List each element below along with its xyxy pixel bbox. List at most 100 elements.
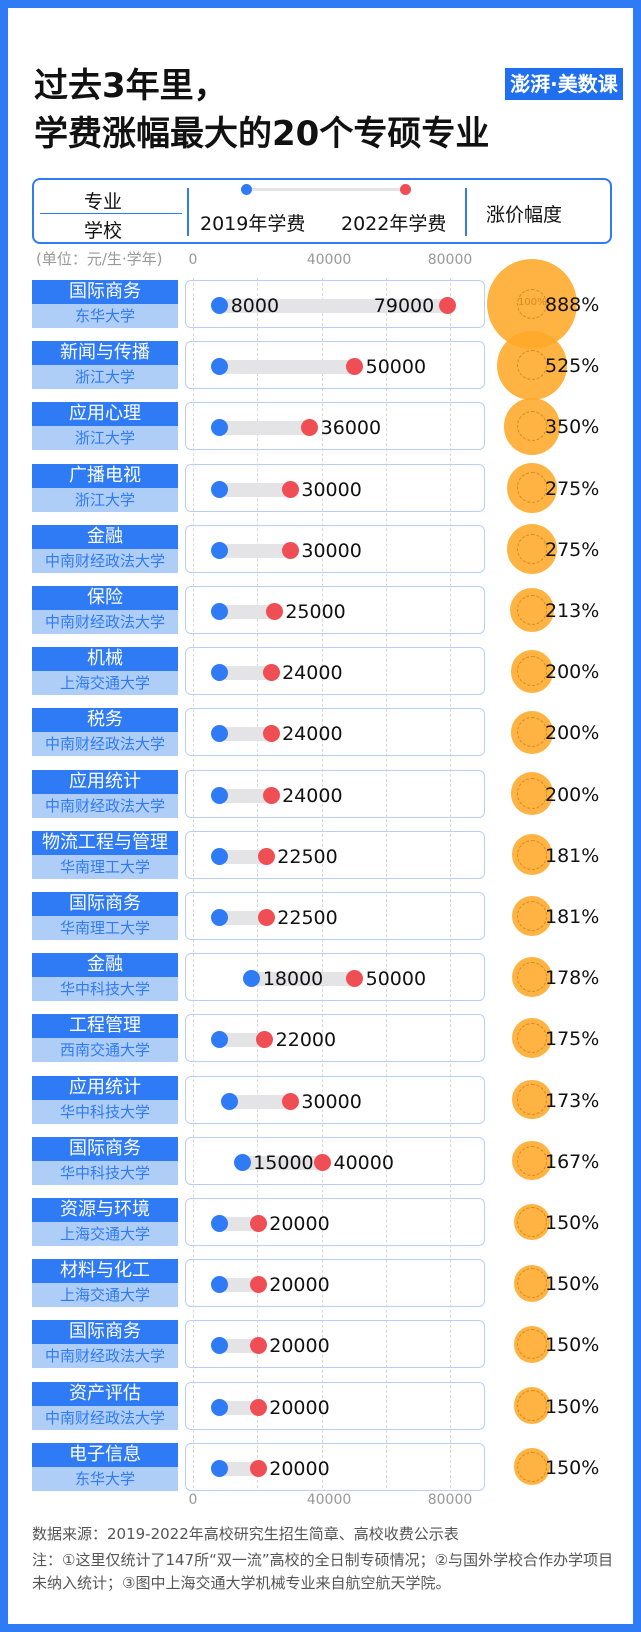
chart-row: 国际商务 华中科技大学 15000 40000 167% bbox=[8, 1136, 633, 1187]
dumbbell-plot: 25000 bbox=[185, 586, 485, 634]
legend-dot-2022 bbox=[400, 184, 411, 195]
fee-2019-dot bbox=[211, 1398, 229, 1416]
fee-2022-dot bbox=[257, 909, 275, 926]
axis-tick-top-80000: 80000 bbox=[427, 252, 473, 268]
dumbbell-plot: 30000 bbox=[185, 1075, 485, 1124]
fee-2022-dot bbox=[281, 1092, 299, 1110]
school-name: 西南交通大学 bbox=[32, 1038, 178, 1063]
chart-row: 应用统计 中南财经政法大学 24000 200% bbox=[8, 769, 633, 820]
chart-row: 广播电视 浙江大学 30000 275% bbox=[8, 462, 633, 514]
reference-ring-100 bbox=[516, 350, 548, 381]
legend-2019-label: 2019年学费 bbox=[200, 213, 306, 235]
increase-label: 150% bbox=[545, 1273, 600, 1296]
major-name: 广播电视 bbox=[32, 463, 178, 488]
row-label: 国际商务 中南财经政法大学 bbox=[32, 1320, 178, 1369]
fee-2022-label: 30000 bbox=[301, 539, 362, 562]
major-name: 资产评估 bbox=[32, 1381, 178, 1406]
fee-range-bar bbox=[251, 972, 355, 987]
data-source: 数据来源：2019-2022年高校研究生招生简章、高校收费公示表 bbox=[32, 1525, 459, 1543]
fee-2022-dot bbox=[262, 664, 280, 682]
row-label: 应用心理 浙江大学 bbox=[32, 402, 178, 451]
school-name: 浙江大学 bbox=[32, 426, 178, 451]
row-label: 材料与化工 上海交通大学 bbox=[32, 1259, 178, 1308]
fee-2022-dot bbox=[262, 725, 280, 743]
reference-ring-100 bbox=[516, 778, 548, 809]
fee-range-bar bbox=[219, 421, 310, 436]
fee-2022-dot bbox=[314, 1153, 331, 1171]
dumbbell-plot: 30000 bbox=[185, 463, 485, 512]
fee-range-bar bbox=[219, 1461, 259, 1476]
increase-label: 173% bbox=[545, 1089, 600, 1112]
gridline bbox=[193, 278, 194, 1488]
school-name: 中南财经政法大学 bbox=[32, 610, 178, 634]
reference-ring-100 bbox=[516, 594, 548, 626]
fee-2022-dot bbox=[346, 970, 364, 988]
increase-label: 525% bbox=[545, 355, 600, 378]
header-separator-left bbox=[187, 188, 189, 236]
fee-2019-dot bbox=[211, 603, 229, 620]
reference-ring-100 bbox=[516, 533, 548, 564]
fee-2019-dot bbox=[211, 1215, 229, 1232]
major-name: 国际商务 bbox=[32, 1136, 178, 1161]
dumbbell-plot: 22500 bbox=[185, 830, 485, 879]
reference-ring-100 bbox=[516, 1206, 548, 1238]
dumbbell-plot: 20000 bbox=[185, 1259, 485, 1308]
fee-2022-dot bbox=[346, 358, 364, 376]
reference-ring-100 bbox=[516, 1023, 548, 1054]
dumbbell-plot: 20000 bbox=[185, 1198, 485, 1246]
fee-2022-dot bbox=[281, 480, 299, 498]
axis-tick-top-0: 0 bbox=[188, 252, 198, 268]
reference-ring-label: 100% bbox=[518, 297, 547, 308]
fee-2022-dot bbox=[249, 1398, 267, 1416]
fee-2019-dot bbox=[211, 541, 229, 559]
axis-tick-bottom-80000: 80000 bbox=[427, 1492, 473, 1508]
fee-2022-label: 20000 bbox=[269, 1274, 330, 1297]
school-name: 中南财经政法大学 bbox=[32, 548, 178, 573]
fee-2022-label: 24000 bbox=[282, 723, 343, 746]
fee-2019-dot bbox=[211, 725, 229, 743]
reference-ring-100 bbox=[516, 1084, 548, 1115]
dumbbell-plot: 15000 40000 bbox=[185, 1136, 485, 1185]
increase-label: 200% bbox=[545, 783, 600, 806]
school-name: 上海交通大学 bbox=[32, 671, 178, 696]
dumbbell-plot: 20000 bbox=[185, 1381, 485, 1430]
fee-2019-dot bbox=[211, 1337, 229, 1355]
axis-tick-bottom-0: 0 bbox=[188, 1492, 198, 1508]
infographic-card: 过去3年里， 学费涨幅最大的20个专硕专业 澎湃·美数课 专业 学校 2019年… bbox=[8, 8, 633, 1624]
fee-2019-dot bbox=[211, 786, 229, 804]
fee-2022-dot bbox=[439, 297, 457, 314]
increase-label: 150% bbox=[545, 1456, 600, 1479]
major-name: 国际商务 bbox=[32, 1320, 178, 1345]
fee-2022-label: 22500 bbox=[277, 907, 338, 929]
major-name: 金融 bbox=[32, 524, 178, 549]
fee-range-bar bbox=[219, 1033, 265, 1048]
fee-2022-label: 50000 bbox=[365, 356, 427, 379]
increase-label: 167% bbox=[545, 1150, 600, 1173]
chart-row: 保险 中南财经政法大学 25000 213% bbox=[8, 586, 633, 636]
increase-label: 213% bbox=[545, 600, 600, 622]
fee-2019-dot bbox=[211, 1031, 229, 1049]
header-divider bbox=[40, 213, 182, 214]
row-label: 国际商务 华中科技大学 bbox=[32, 1136, 178, 1185]
reference-ring-100 bbox=[516, 411, 548, 442]
row-label: 金融 华中科技大学 bbox=[32, 953, 178, 1002]
major-name: 金融 bbox=[32, 953, 178, 978]
footnote: 注：①这里仅统计了147所“双一流”高校的全日制专硕情况；②与国外学校合作办学项… bbox=[32, 1551, 614, 1592]
fee-2022-label: 22000 bbox=[275, 1029, 337, 1052]
chart-row: 国际商务 中南财经政法大学 20000 150% bbox=[8, 1320, 633, 1370]
fee-range-bar bbox=[219, 543, 291, 558]
chart-row: 工程管理 西南交通大学 22000 175% bbox=[8, 1014, 633, 1064]
fee-2022-label: 24000 bbox=[282, 784, 343, 807]
fee-range-bar bbox=[219, 482, 291, 497]
reference-ring-100 bbox=[516, 900, 548, 932]
header-increase-label: 涨价幅度 bbox=[486, 204, 563, 226]
increase-label: 200% bbox=[545, 661, 600, 684]
chart-row: 电子信息 东华大学 20000 150% bbox=[8, 1442, 633, 1493]
school-name: 华中科技大学 bbox=[32, 977, 178, 1002]
reference-ring-100 bbox=[516, 656, 548, 687]
reference-ring-100 bbox=[516, 1268, 548, 1299]
major-name: 国际商务 bbox=[32, 280, 178, 304]
reference-ring-100 bbox=[516, 717, 548, 748]
fee-2022-label: 30000 bbox=[301, 1090, 362, 1113]
gridline bbox=[450, 278, 451, 1488]
